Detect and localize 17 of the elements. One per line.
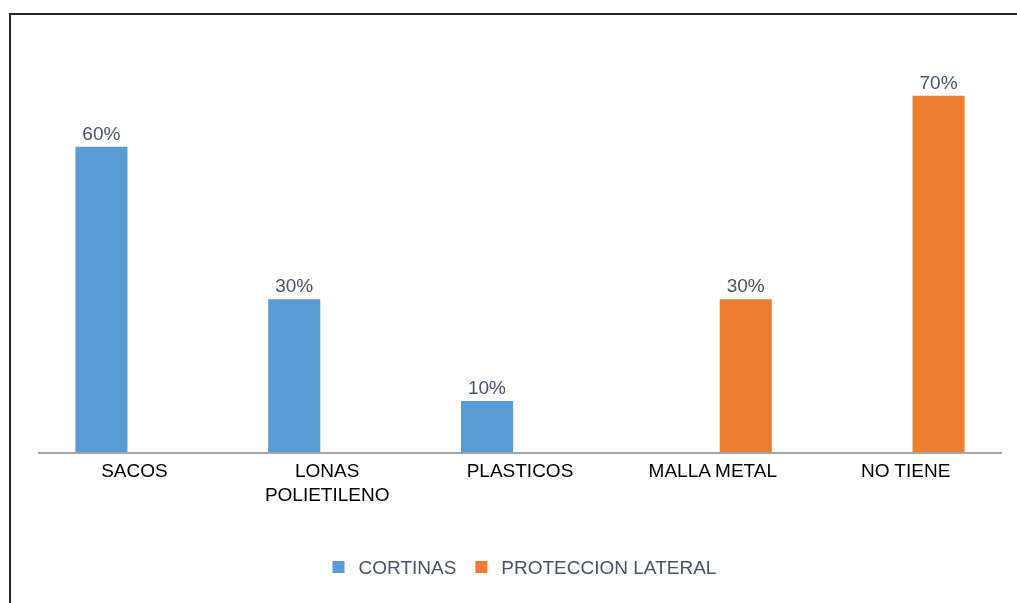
legend-label: PROTECCION LATERAL (501, 557, 717, 579)
data-label: 60% (82, 122, 121, 144)
x-tick-label: SACOS (101, 459, 168, 481)
x-tick-label: NO TIENE (860, 459, 951, 481)
data-label: 10% (467, 377, 507, 399)
bar (719, 299, 772, 452)
legend-label: CORTINAS (358, 557, 457, 579)
bar (460, 401, 514, 452)
x-tick-label: MALLA METAL (648, 459, 778, 481)
data-label: 30% (275, 275, 314, 297)
x-tick-label: PLASTICOS (466, 459, 574, 481)
bar (268, 299, 321, 452)
x-tick-label: LONAS POLIETILENO (264, 459, 390, 506)
data-label: 70% (919, 71, 958, 93)
bar (75, 146, 128, 452)
bar (912, 95, 965, 452)
data-label: 30% (726, 275, 765, 297)
